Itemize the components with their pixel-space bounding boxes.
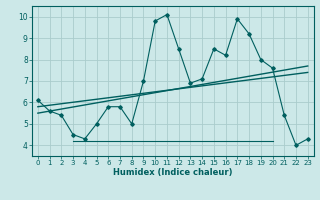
X-axis label: Humidex (Indice chaleur): Humidex (Indice chaleur) [113,168,233,177]
